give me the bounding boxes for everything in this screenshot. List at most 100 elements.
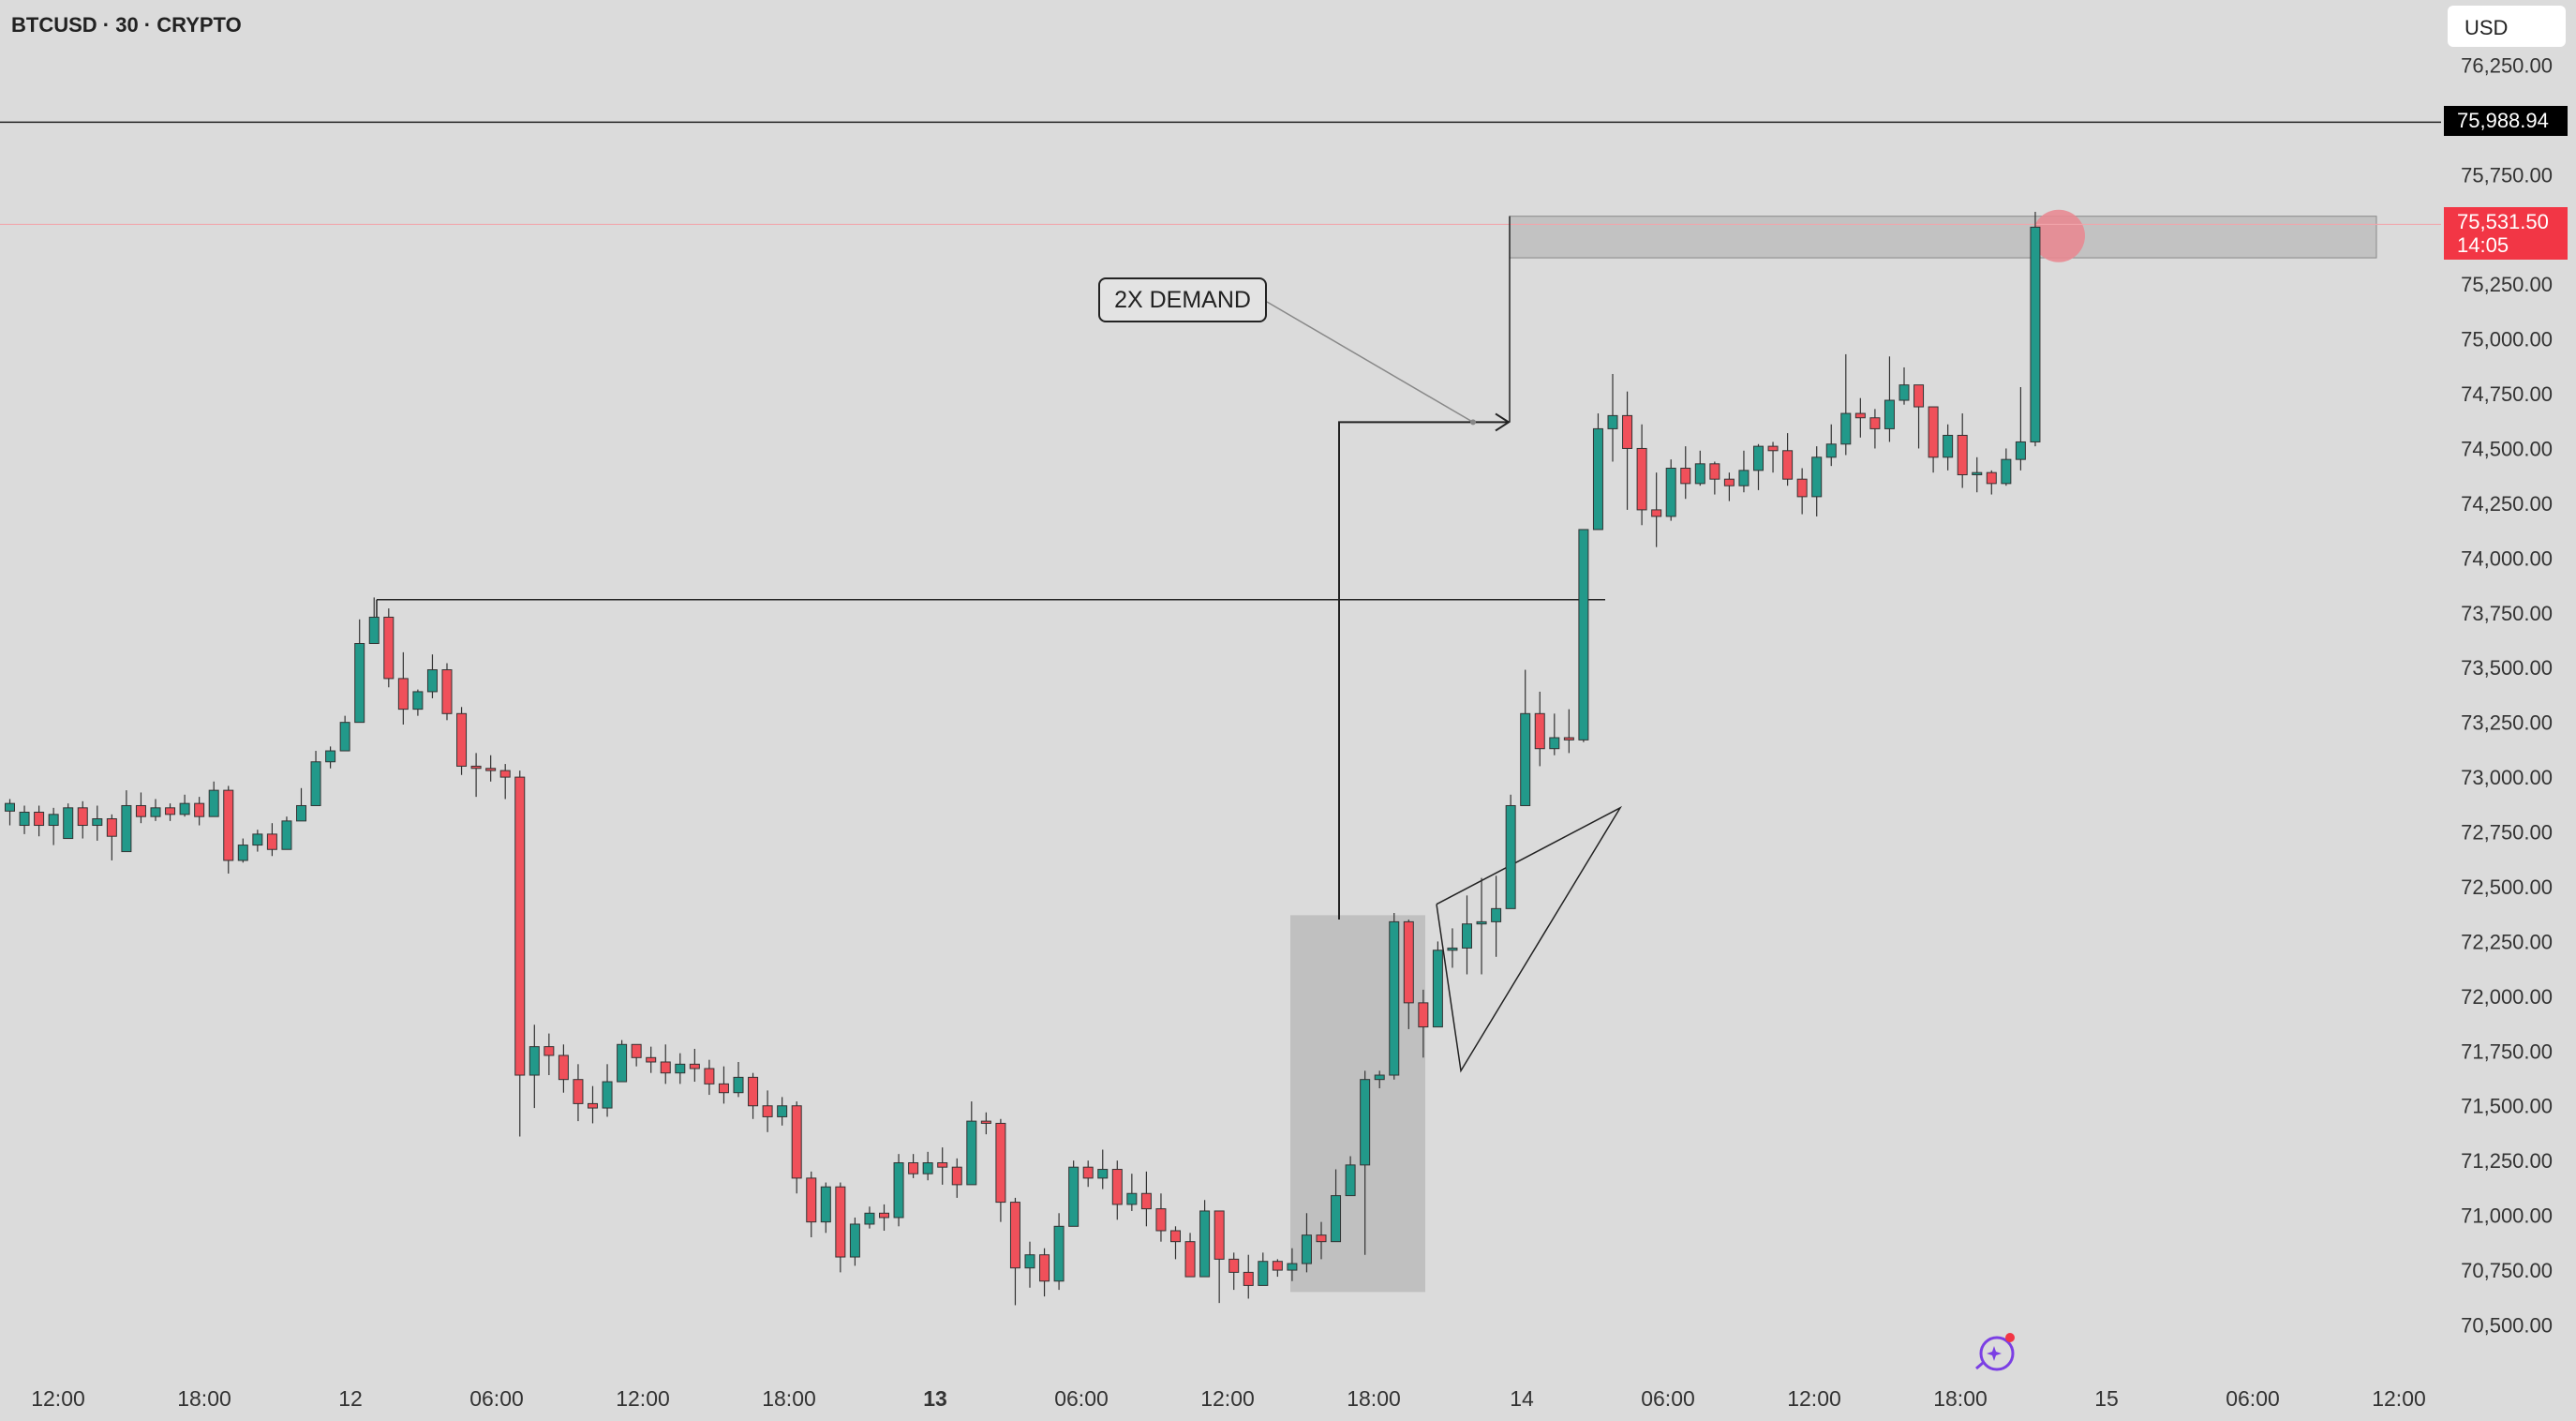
candle-body <box>514 776 526 1076</box>
candle <box>150 799 161 821</box>
candle <box>1592 413 1603 531</box>
candle-body <box>1316 1234 1327 1243</box>
candle <box>1301 1213 1312 1273</box>
candle-body <box>1636 447 1647 511</box>
demand-zone <box>1290 915 1425 1293</box>
candle <box>1024 1241 1035 1288</box>
candle <box>179 794 190 817</box>
currency-button[interactable]: USD <box>2448 6 2566 47</box>
candle <box>1316 1221 1327 1260</box>
candle <box>77 800 88 839</box>
candle-body <box>281 820 292 850</box>
candle-body <box>208 789 219 817</box>
x-tick-label: 12:00 <box>616 1386 670 1411</box>
candle <box>34 805 45 837</box>
candle <box>1549 713 1560 755</box>
candle-body <box>689 1063 700 1069</box>
x-tick-label: 12:00 <box>31 1386 85 1411</box>
candle <box>2015 387 2026 471</box>
candle-body <box>1053 1225 1065 1282</box>
candle-body <box>1418 1002 1429 1028</box>
candle-body <box>893 1162 904 1219</box>
candle <box>1360 1070 1371 1255</box>
candle <box>63 803 74 840</box>
candle-body <box>1549 737 1560 750</box>
candle-body <box>412 691 424 710</box>
candle <box>1447 928 1458 968</box>
candle-body <box>980 1120 991 1124</box>
supply-zone <box>1509 216 2377 259</box>
candle-body <box>806 1177 817 1223</box>
candle <box>951 1158 962 1198</box>
candle-body <box>339 722 350 752</box>
candle <box>660 1044 671 1084</box>
candle-body <box>1796 478 1808 498</box>
candle <box>908 1154 919 1178</box>
candle-body <box>1214 1210 1225 1260</box>
candle <box>266 823 277 857</box>
candle-body <box>1024 1254 1035 1269</box>
annotation-label[interactable]: 2X DEMAND <box>1098 277 1267 322</box>
candle-body <box>1767 445 1779 452</box>
x-tick-label: 14 <box>1510 1386 1534 1411</box>
annotation-pointer <box>1266 301 1474 424</box>
candle-body <box>1155 1208 1167 1232</box>
candle-body <box>237 845 248 861</box>
candle <box>1869 409 1881 449</box>
candle <box>514 770 526 1137</box>
sparkle-icon[interactable] <box>1972 1329 2018 1376</box>
candle-body <box>1607 414 1618 429</box>
candle <box>1491 875 1502 957</box>
candle <box>208 781 219 817</box>
candle-body <box>1651 509 1662 517</box>
candle <box>835 1182 846 1273</box>
y-tick-label: 73,250.00 <box>2461 711 2553 735</box>
candle <box>1607 373 1618 462</box>
candle-body <box>733 1076 744 1094</box>
candle <box>588 1085 598 1124</box>
candle <box>543 1033 555 1076</box>
candle <box>980 1112 991 1135</box>
candle-body <box>1287 1263 1298 1271</box>
candle-body <box>1432 950 1443 1028</box>
candle-body <box>1170 1230 1181 1243</box>
candle-body <box>5 802 15 812</box>
candle <box>383 608 395 688</box>
symbol-title[interactable]: BTCUSD · 30 · CRYPTO <box>11 13 242 37</box>
candle <box>1199 1200 1211 1278</box>
candle <box>733 1061 744 1098</box>
candle-body <box>1943 434 1954 458</box>
candle <box>1097 1149 1109 1189</box>
demand-arrow <box>1338 421 1509 920</box>
candle <box>1228 1252 1240 1291</box>
candle <box>135 792 146 824</box>
x-tick-label: 12 <box>338 1386 363 1411</box>
candle-body <box>1301 1234 1312 1264</box>
candle-body <box>908 1162 919 1174</box>
y-tick-label: 72,000.00 <box>2461 985 2553 1009</box>
candle-body <box>1272 1261 1283 1271</box>
candle-body <box>1723 478 1735 486</box>
candle-body <box>1520 712 1531 806</box>
candle-body <box>1009 1202 1020 1269</box>
candle-body <box>951 1166 962 1186</box>
candle <box>1723 472 1735 501</box>
candle-body <box>1140 1192 1152 1210</box>
candle-body <box>106 818 117 837</box>
candle-body <box>121 804 132 853</box>
candle-body <box>995 1122 1006 1204</box>
candle-body <box>617 1043 628 1083</box>
candle <box>777 1097 788 1126</box>
candle-body <box>1869 417 1881 429</box>
candle <box>1039 1248 1050 1297</box>
demand-arrowhead <box>1495 412 1511 432</box>
candle-body <box>441 669 453 714</box>
candle <box>893 1154 904 1227</box>
candle <box>1986 470 1997 495</box>
candle <box>1520 669 1531 806</box>
candle-body <box>1491 907 1502 922</box>
candle-body <box>1068 1166 1080 1227</box>
candle-body <box>791 1105 802 1179</box>
candle <box>1680 446 1691 500</box>
